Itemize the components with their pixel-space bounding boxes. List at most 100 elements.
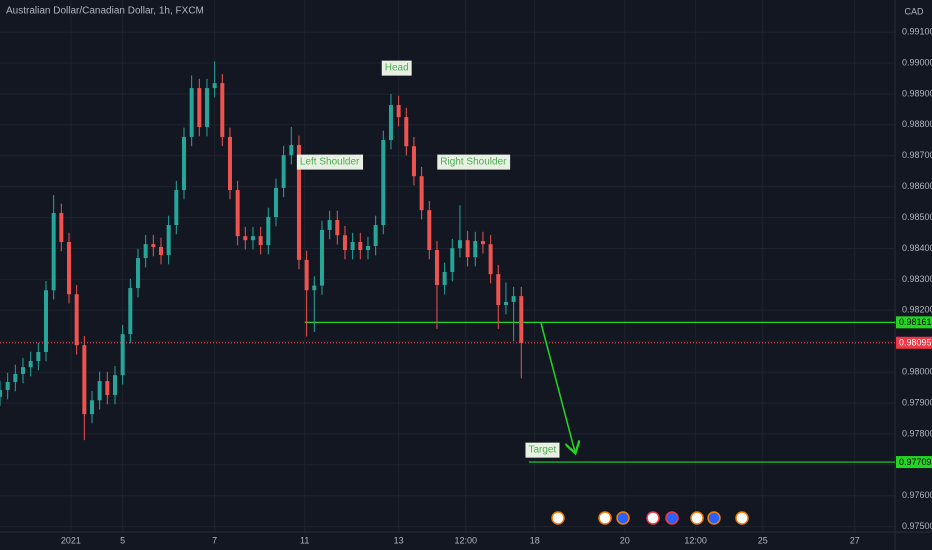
candle-body <box>373 225 378 247</box>
candle-body <box>235 190 240 237</box>
candle-body <box>43 290 48 353</box>
price-tag-label: 0.98161 <box>899 317 932 327</box>
candle-body <box>174 190 179 226</box>
candle-body <box>450 248 455 272</box>
candle-body <box>250 236 255 241</box>
y-tick-label: 0.99100 <box>902 27 932 37</box>
candle-body <box>358 242 363 251</box>
annotation: Left Shoulder <box>300 157 360 168</box>
candle-body <box>143 244 148 259</box>
plot <box>0 61 895 463</box>
y-tick-label: 0.98700 <box>902 150 932 160</box>
y-tick-label: 0.97800 <box>902 428 932 438</box>
x-tick-label: 27 <box>850 535 860 545</box>
y-tick-label: 0.98900 <box>902 88 932 98</box>
y-tick-label: 0.97500 <box>902 521 932 531</box>
target-arrow <box>540 322 575 452</box>
candle-body <box>166 225 171 255</box>
event-icon <box>707 511 721 525</box>
candle-body <box>59 212 64 243</box>
y-tick-label: 0.98600 <box>902 181 932 191</box>
candle-body <box>273 187 278 217</box>
annotation-box <box>381 60 412 76</box>
candle-body <box>335 220 340 236</box>
candle-body <box>13 373 18 383</box>
annotation-box <box>296 154 364 170</box>
candle-body <box>97 381 102 401</box>
currency-label: CAD <box>904 6 924 16</box>
chart-title: Australian Dollar/Canadian Dollar, 1h, F… <box>6 6 204 17</box>
candle-body <box>5 382 10 391</box>
x-tick-label: 18 <box>530 535 540 545</box>
candle-body <box>511 296 516 302</box>
candle-body <box>197 88 202 128</box>
candle-body <box>465 240 470 258</box>
x-tick-label: 11 <box>300 535 309 545</box>
candle-body <box>181 136 186 191</box>
candle-body <box>396 105 401 118</box>
candle-body <box>296 144 301 260</box>
candle-body <box>427 210 432 251</box>
x-tick-label: 12:00 <box>454 535 477 545</box>
candle-body <box>480 241 485 245</box>
candle-body <box>473 241 478 258</box>
candle-body <box>120 334 125 376</box>
price-tag-label: 0.98095 <box>899 338 932 348</box>
y-tick-label: 0.98200 <box>902 305 932 315</box>
x-tick-label: 2021 <box>61 535 81 545</box>
candle-body <box>28 360 33 368</box>
candle-body <box>289 144 294 156</box>
candle-body <box>327 220 332 230</box>
candle-body <box>112 375 117 395</box>
y-tick-label: 0.97900 <box>902 397 932 407</box>
x-tick-label: 13 <box>394 535 404 545</box>
candle-body <box>204 88 209 128</box>
candle-body <box>89 400 94 415</box>
candle-body <box>404 117 409 147</box>
candle-body <box>519 296 524 343</box>
x-tick-label: 20 <box>620 535 630 545</box>
candle-body <box>319 229 324 286</box>
candle-body <box>350 242 355 251</box>
y-tick-label: 0.97600 <box>902 490 932 500</box>
price-tag <box>896 316 932 329</box>
candle-body <box>442 271 447 285</box>
x-tick-label: 25 <box>758 535 768 545</box>
candle-body <box>227 136 232 191</box>
candle-body <box>365 246 370 251</box>
y-tick-label: 0.98800 <box>902 119 932 129</box>
candle-body <box>74 294 79 346</box>
candle-body <box>342 235 347 251</box>
candle-body <box>503 301 508 306</box>
y-tick-label: 0.98500 <box>902 212 932 222</box>
candle-body <box>434 250 439 285</box>
candle-body <box>411 146 416 177</box>
candle-body <box>496 274 501 306</box>
candle-body <box>0 390 2 397</box>
candle-body <box>312 285 317 291</box>
candle-body <box>189 88 194 137</box>
candle-body <box>381 140 386 226</box>
annotation: Target <box>528 445 556 456</box>
candle-body <box>158 246 163 255</box>
candle-body <box>281 155 286 188</box>
y-tick-label: 0.98400 <box>902 243 932 253</box>
event-icon <box>616 511 630 525</box>
candle-body <box>243 236 248 241</box>
candle-body <box>220 83 225 137</box>
candle-body <box>151 244 156 247</box>
candle-body <box>82 345 87 415</box>
annotation-box <box>525 442 560 458</box>
x-tick-label: 5 <box>120 535 125 545</box>
price-tag <box>896 336 932 349</box>
candle-body <box>51 212 56 291</box>
candle-body <box>128 288 133 335</box>
candle-body <box>258 236 263 246</box>
y-tick-label: 0.99000 <box>902 57 932 67</box>
y-tick-label: 0.98300 <box>902 274 932 284</box>
event-icons <box>551 511 749 525</box>
candle-body <box>20 367 25 374</box>
candle-body <box>266 216 271 246</box>
candle-body <box>457 240 462 249</box>
